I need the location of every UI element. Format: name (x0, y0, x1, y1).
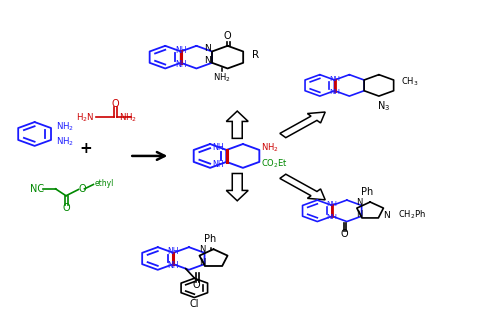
Polygon shape (280, 112, 325, 138)
Text: O: O (112, 99, 119, 109)
Text: H$_2$N: H$_2$N (76, 112, 94, 124)
Text: N: N (356, 198, 362, 207)
Text: N: N (199, 258, 205, 267)
Text: CO$_2$Et: CO$_2$Et (262, 158, 288, 170)
Text: NC: NC (30, 184, 44, 194)
Text: Ph: Ph (361, 187, 374, 197)
Text: NH$_2$: NH$_2$ (56, 135, 74, 148)
Text: NH: NH (175, 46, 186, 54)
Text: O: O (340, 229, 348, 239)
Text: CH$_3$: CH$_3$ (401, 75, 418, 88)
Text: N: N (204, 44, 210, 53)
Polygon shape (226, 111, 248, 138)
Text: ethyl: ethyl (94, 179, 114, 188)
Text: NH: NH (168, 247, 179, 256)
Text: NH: NH (175, 60, 186, 69)
Text: O: O (224, 31, 232, 41)
Text: O: O (79, 184, 86, 194)
Text: NH: NH (329, 89, 340, 95)
Text: N: N (199, 245, 205, 254)
Text: Cl: Cl (190, 299, 199, 309)
Text: O: O (193, 280, 200, 290)
Text: NH$_2$: NH$_2$ (262, 142, 279, 154)
Text: R: R (252, 50, 258, 60)
Text: O: O (62, 203, 70, 213)
Text: N: N (356, 210, 362, 219)
Text: NH: NH (212, 160, 224, 169)
Text: N: N (382, 211, 390, 220)
Text: NH$_2$: NH$_2$ (214, 72, 231, 84)
Text: NH: NH (168, 261, 179, 270)
Text: NH: NH (212, 143, 224, 152)
Text: NH: NH (326, 215, 338, 220)
Text: NH$_2$: NH$_2$ (56, 120, 74, 133)
Polygon shape (226, 174, 248, 201)
Text: +: + (79, 140, 92, 156)
Text: Ph: Ph (204, 234, 216, 244)
Text: NH: NH (326, 201, 338, 207)
Text: N: N (204, 56, 210, 66)
Text: NH: NH (329, 76, 340, 82)
Polygon shape (280, 174, 325, 200)
Text: N$_3$: N$_3$ (378, 99, 390, 113)
Text: CH$_2$Ph: CH$_2$Ph (398, 209, 425, 221)
Text: NH$_2$: NH$_2$ (120, 112, 138, 124)
